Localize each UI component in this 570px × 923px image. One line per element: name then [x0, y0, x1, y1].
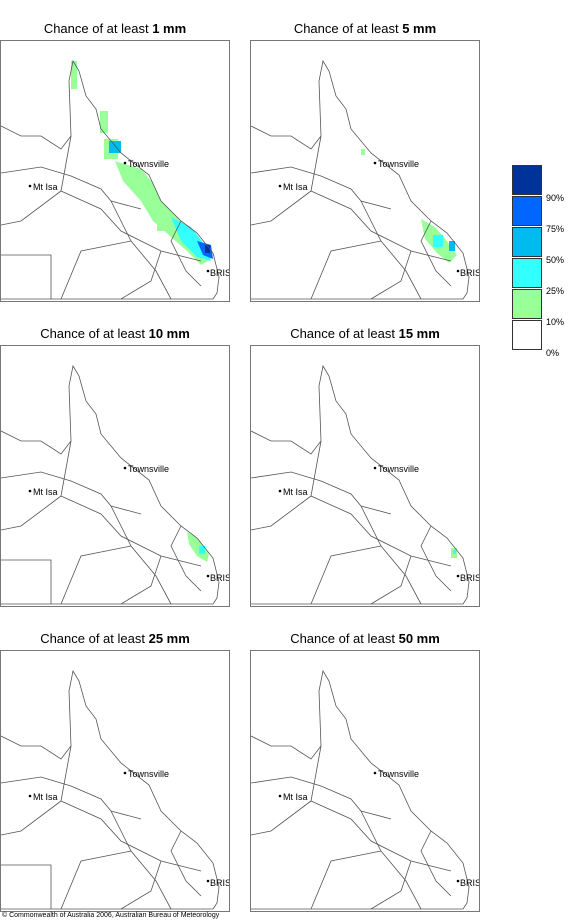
state-outline — [251, 669, 470, 910]
place-markers: Townsville Mt Isa BRIS — [28, 159, 229, 278]
legend-label-10: 10% — [546, 317, 565, 327]
mt-isa-label: Mt Isa — [283, 182, 308, 192]
mt-isa-label: Mt Isa — [283, 792, 308, 802]
panel-title: Chance of at least 1 mm — [43, 21, 187, 36]
copyright-footer: © Commonwealth of Australia 2006, Austra… — [2, 912, 220, 919]
legend-swatch-10-25 — [512, 289, 542, 319]
rain-overlay — [71, 61, 213, 265]
state-outline — [251, 59, 470, 300]
brisbane-label: BRIS — [460, 268, 479, 278]
panel-title: Chance of at least 25 mm — [40, 631, 190, 646]
brisbane-label: BRIS — [460, 573, 479, 583]
legend-swatch-25-50 — [512, 258, 542, 288]
brisbane-label: BRIS — [210, 878, 229, 888]
panel-title: Chance of at least 15 mm — [290, 326, 440, 341]
place-markers: Townsville Mt Isa BRIS — [278, 464, 479, 583]
legend-swatch-50-75 — [512, 227, 542, 257]
brisbane-label: BRIS — [210, 268, 229, 278]
panel-title: Chance of at least 5 mm — [293, 21, 437, 36]
panel-title: Chance of at least 50 mm — [290, 631, 440, 646]
panel-title: Chance of at least 10 mm — [40, 326, 190, 341]
state-outline — [1, 59, 220, 300]
map-10mm: Townsville Mt Isa BRIS — [0, 345, 230, 607]
map-50mm: Townsville Mt Isa BRIS — [250, 650, 480, 912]
legend-label-75: 75% — [546, 224, 565, 234]
townsville-label: Townsville — [128, 464, 169, 474]
map-svg: Townsville Mt Isa BRIS — [1, 59, 229, 300]
legend-label-0: 0% — [546, 348, 560, 358]
state-outline — [1, 364, 220, 605]
place-markers: Townsville Mt Isa BRIS — [28, 769, 229, 888]
mt-isa-label: Mt Isa — [33, 182, 58, 192]
map-svg: Townsville Mt Isa BRIS — [251, 364, 479, 605]
map-5mm: Townsville Mt Isa BRIS — [250, 40, 480, 302]
townsville-label: Townsville — [378, 769, 419, 779]
rain-overlay — [451, 548, 457, 558]
rain-overlay — [187, 532, 209, 562]
map-1mm: Townsville Mt Isa BRIS — [0, 40, 230, 302]
townsville-label: Townsville — [128, 769, 169, 779]
place-markers: Townsville Mt Isa BRIS — [278, 159, 479, 278]
rain-overlay — [361, 149, 457, 263]
map-svg: Townsville Mt Isa BRIS — [1, 364, 229, 605]
townsville-label: Townsville — [378, 464, 419, 474]
legend-label-50: 50% — [546, 255, 565, 265]
place-markers: Townsville Mt Isa BRIS — [28, 464, 229, 583]
townsville-label: Townsville — [128, 159, 169, 169]
map-25mm: Townsville Mt Isa BRIS — [0, 650, 230, 912]
map-svg: Townsville Mt Isa BRIS — [251, 59, 479, 300]
map-svg: Townsville Mt Isa BRIS — [1, 669, 229, 910]
legend-label-90: 90% — [546, 193, 565, 203]
brisbane-label: BRIS — [460, 878, 479, 888]
legend-swatch-90-100 — [512, 165, 542, 195]
legend-swatch-75-90 — [512, 196, 542, 226]
legend-label-25: 25% — [546, 286, 565, 296]
state-outline — [1, 669, 220, 910]
mt-isa-label: Mt Isa — [33, 792, 58, 802]
legend-swatch-0-10 — [512, 320, 542, 350]
mt-isa-label: Mt Isa — [283, 487, 308, 497]
map-15mm: Townsville Mt Isa BRIS — [250, 345, 480, 607]
place-markers: Townsville Mt Isa BRIS — [278, 769, 479, 888]
townsville-label: Townsville — [378, 159, 419, 169]
state-outline — [251, 364, 470, 605]
mt-isa-label: Mt Isa — [33, 487, 58, 497]
brisbane-label: BRIS — [210, 573, 229, 583]
map-svg: Townsville Mt Isa BRIS — [251, 669, 479, 910]
